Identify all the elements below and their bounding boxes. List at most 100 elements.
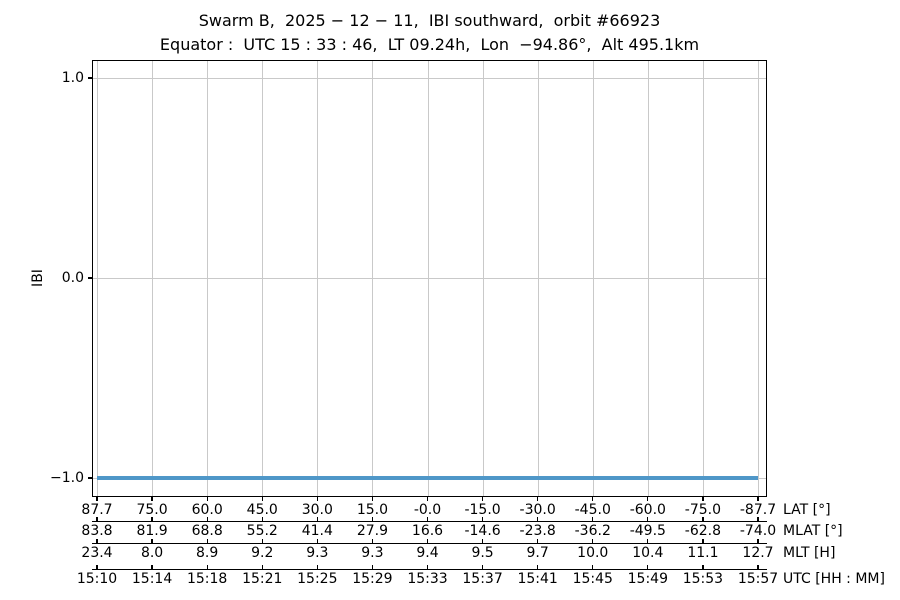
x-axis-tick bbox=[151, 564, 153, 569]
x-axis-tick bbox=[426, 564, 429, 569]
x-axis-tick bbox=[151, 516, 153, 521]
x-tick-label: -0.0 bbox=[413, 502, 442, 518]
x-axis-tick bbox=[206, 516, 208, 521]
x-tick-label: 55.2 bbox=[246, 523, 278, 539]
x-axis-tick bbox=[757, 497, 759, 501]
horizontal-gridline bbox=[93, 78, 766, 79]
x-axis-tick bbox=[206, 538, 208, 543]
x-axis-tick bbox=[426, 516, 429, 521]
x-tick-label: 12.7 bbox=[742, 545, 774, 561]
x-axis-tick bbox=[151, 497, 153, 501]
y-axis-tick bbox=[88, 477, 92, 479]
x-axis-row-label: MLT [H] bbox=[783, 545, 836, 561]
x-tick-label: 8.9 bbox=[196, 545, 219, 561]
x-axis-tick bbox=[481, 564, 484, 569]
x-axis-tick bbox=[426, 538, 429, 543]
x-tick-label: -62.8 bbox=[684, 523, 722, 539]
x-axis-tick bbox=[757, 564, 759, 569]
x-axis-tick bbox=[592, 497, 594, 501]
x-axis-tick bbox=[151, 538, 153, 543]
x-axis-tick bbox=[702, 564, 704, 569]
x-axis-tick bbox=[371, 516, 374, 521]
y-tick-label: 0.0 bbox=[61, 270, 84, 286]
x-tick-label: -74.0 bbox=[739, 523, 777, 539]
x-tick-label: 15:29 bbox=[352, 571, 393, 587]
x-axis-tick bbox=[96, 516, 98, 521]
x-axis-row-label: LAT [°] bbox=[783, 502, 831, 518]
x-tick-label: 15:49 bbox=[627, 571, 668, 587]
x-tick-label: -15.0 bbox=[464, 502, 501, 518]
x-tick-label: 15:10 bbox=[76, 571, 118, 587]
x-axis-tick bbox=[316, 538, 318, 543]
x-axis-tick bbox=[481, 497, 484, 501]
x-tick-label: 27.9 bbox=[356, 523, 388, 539]
x-tick-label: 8.0 bbox=[140, 545, 164, 561]
x-axis-tick bbox=[481, 516, 484, 521]
x-axis-tick bbox=[537, 564, 539, 569]
x-tick-label: 60.0 bbox=[191, 502, 223, 518]
x-axis-tick bbox=[426, 497, 429, 501]
x-tick-label: -75.0 bbox=[684, 502, 722, 518]
x-axis-tick bbox=[96, 538, 98, 543]
x-axis-tick bbox=[261, 516, 263, 521]
y-tick-label: 1.0 bbox=[61, 70, 84, 86]
x-tick-label: 15:53 bbox=[682, 571, 724, 587]
x-tick-label: 68.8 bbox=[191, 523, 223, 539]
x-tick-label: 15:45 bbox=[572, 571, 613, 587]
x-axis-tick bbox=[702, 516, 704, 521]
x-axis-tick bbox=[647, 497, 649, 501]
x-axis-tick bbox=[371, 497, 374, 501]
x-tick-label: 45.0 bbox=[246, 502, 278, 518]
x-axis-tick bbox=[537, 497, 539, 501]
x-tick-label: -87.7 bbox=[739, 502, 777, 518]
x-axis-tick bbox=[96, 497, 98, 501]
x-axis-tick bbox=[647, 538, 649, 543]
x-axis-tick bbox=[757, 538, 759, 543]
x-axis-tick bbox=[96, 564, 98, 569]
x-axis-tick bbox=[537, 516, 539, 521]
x-axis-tick bbox=[592, 516, 594, 521]
x-axis-tick bbox=[261, 538, 263, 543]
x-tick-label: 9.3 bbox=[361, 545, 384, 561]
x-tick-label: 9.2 bbox=[251, 545, 274, 561]
x-tick-label: -36.2 bbox=[574, 523, 611, 539]
x-tick-label: 87.7 bbox=[81, 502, 113, 518]
x-axis-tick bbox=[206, 564, 208, 569]
x-tick-label: -49.5 bbox=[629, 523, 666, 539]
x-tick-label: 9.3 bbox=[306, 545, 329, 561]
x-axis-spine bbox=[92, 568, 767, 570]
horizontal-gridline bbox=[93, 278, 766, 279]
x-axis-spine bbox=[92, 542, 767, 544]
x-axis-tick bbox=[592, 538, 594, 543]
x-tick-label: 15:33 bbox=[407, 571, 448, 587]
x-tick-label: 15:14 bbox=[131, 571, 173, 587]
x-axis-tick bbox=[261, 497, 263, 501]
x-axis-tick bbox=[481, 538, 484, 543]
plot-subtitle: Equator : UTC 15 : 33 : 46, LT 09.24h, L… bbox=[159, 35, 700, 54]
x-tick-label: 9.4 bbox=[416, 545, 439, 561]
x-tick-label: -45.0 bbox=[574, 502, 611, 518]
x-axis-tick bbox=[647, 516, 649, 521]
x-axis-spine bbox=[92, 520, 767, 522]
x-axis-tick bbox=[261, 564, 263, 569]
x-tick-label: 15:18 bbox=[186, 571, 228, 587]
x-tick-label: 15:37 bbox=[462, 571, 503, 587]
x-tick-label: 15:57 bbox=[737, 571, 779, 587]
x-axis-tick bbox=[757, 516, 759, 521]
x-axis-tick bbox=[316, 497, 318, 501]
y-tick-label: −1.0 bbox=[50, 470, 84, 486]
x-tick-label: 11.1 bbox=[687, 545, 719, 561]
x-axis-row-label: MLAT [°] bbox=[783, 523, 843, 539]
x-axis-tick bbox=[592, 564, 594, 569]
plot-area bbox=[92, 60, 767, 497]
x-tick-label: 41.4 bbox=[301, 523, 333, 539]
x-tick-label: 15:41 bbox=[517, 571, 558, 587]
x-tick-label: 30.0 bbox=[301, 502, 333, 518]
x-axis-tick bbox=[206, 497, 208, 501]
x-tick-label: 9.7 bbox=[526, 545, 549, 561]
x-axis-tick bbox=[647, 564, 649, 569]
plot-title: Swarm B, 2025 − 12 − 11, IBI southward, … bbox=[198, 11, 661, 30]
x-tick-label: 10.0 bbox=[577, 545, 609, 561]
x-axis-tick bbox=[537, 538, 539, 543]
